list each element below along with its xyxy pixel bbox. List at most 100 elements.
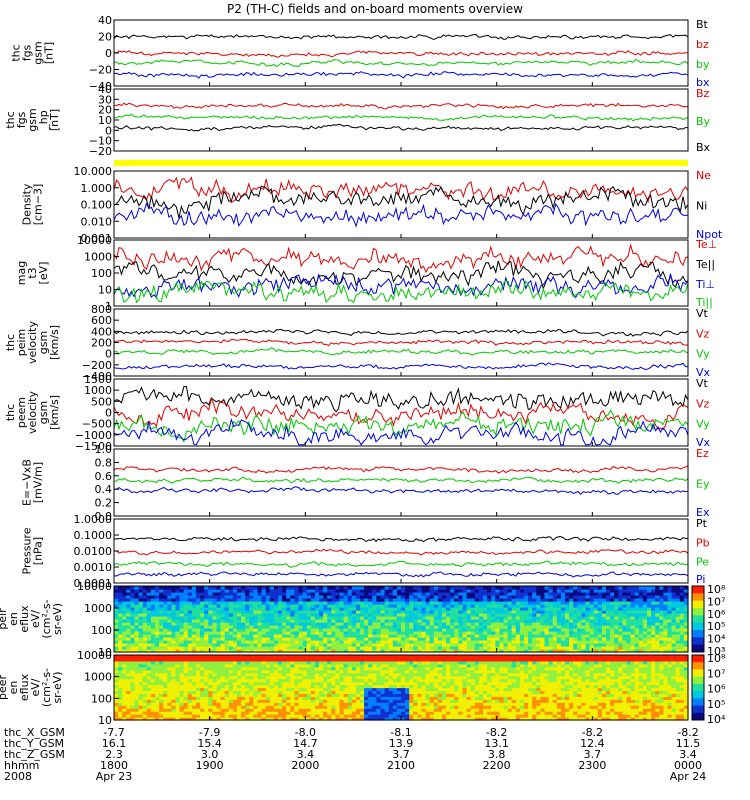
colorbar-segment (692, 593, 704, 602)
panel-frame (113, 518, 689, 584)
panel-peem: thcpeemvelocitygsm[km/s] (4, 378, 689, 447)
series-te-line (113, 260, 689, 290)
y-axis-label: thcpeemvelocitygsm[km/s] (4, 391, 61, 434)
colorbar-frame (691, 585, 705, 653)
x-axis-row-value: 0000 (674, 759, 702, 772)
panel-pressure: Pressure[nPa] (21, 518, 689, 584)
colorbar-segment (692, 705, 704, 714)
legend-label: Ex (696, 506, 710, 519)
legend-label: Ez (696, 447, 709, 460)
mode-bar (114, 160, 688, 166)
colorbar-segment (692, 676, 704, 685)
y-tick-label: −1000 (75, 429, 112, 442)
series-pi-line (113, 571, 689, 578)
y-axis-label: Pressure[nPa] (21, 527, 45, 574)
legend-label: Bz (696, 87, 710, 100)
series-pt-line (113, 536, 689, 543)
y-axis-label: thcpeerenefluxeV/(cm²-s-sr-eV) (0, 668, 64, 707)
colorbar-segment (692, 637, 704, 646)
y-tick-label: 20 (98, 31, 112, 44)
legend-label: Npot (696, 228, 723, 241)
panel-peim: thcpeimvelocitygsm[km/s] (4, 308, 689, 377)
legend-label: Vt (696, 307, 709, 320)
x-axis-row-value: 3.4 (679, 748, 697, 761)
y-tick-label: 0.8 (95, 456, 113, 469)
y-tick-label: 1 (105, 300, 112, 313)
legend-label: By (696, 115, 711, 128)
x-axis-row-value: -7.9 (199, 726, 220, 739)
x-axis-row-value: 3.7 (584, 748, 602, 761)
series-bz-line (113, 50, 689, 58)
y-tick-label: 0.2 (95, 497, 113, 510)
y-tick-label: 10000 (77, 580, 112, 593)
y-tick-label: 10 (98, 714, 112, 727)
y-axis-label: thcpeirenefluxeV/(cm²-s-sr-eV) (0, 599, 64, 638)
y-tick-label: 100 (91, 692, 112, 705)
colorbar-label: 10³ (707, 645, 725, 658)
y-tick-label: −40 (89, 80, 112, 93)
legend-label: Pb (696, 536, 710, 549)
colorbar-segment (692, 644, 704, 653)
y-tick-label: 0.100 (81, 199, 113, 212)
legend-label: Pe (696, 556, 709, 569)
panel-fgs: thcfgsgsm[nT] (10, 19, 689, 87)
y-tick-label: 0.4 (95, 483, 113, 496)
series-vz-line (113, 338, 689, 347)
y-tick-label: 500 (91, 395, 112, 408)
y-tick-label: 1.0 (95, 443, 113, 456)
y-tick-label: 40 (98, 83, 112, 96)
colorbar-segment (692, 608, 704, 616)
y-axis-label: Density[cm−3] (21, 183, 45, 225)
x-axis-row-value: 3.8 (488, 748, 506, 761)
legend-label: Vz (696, 397, 710, 410)
x-axis-row-value: 2300 (578, 759, 606, 772)
series-te-line (113, 243, 689, 274)
x-axis-row-label: thc_Y_GSM (4, 737, 64, 750)
colorbar-segment (692, 712, 704, 721)
series-bx-line (113, 71, 689, 79)
y-tick-label: −500 (82, 418, 112, 431)
series-pe-line (113, 560, 689, 568)
x-axis-row-value: 16.1 (102, 737, 127, 750)
y-tick-label: 100 (91, 624, 112, 637)
series-vt-line (113, 328, 689, 337)
colorbar-label: 10⁴ (707, 633, 726, 646)
y-tick-label: 0 (105, 47, 112, 60)
x-axis-row-value: 3.7 (392, 748, 410, 761)
x-axis-row-value: 13.1 (484, 737, 509, 750)
y-tick-label: 0.0100 (74, 545, 113, 558)
y-axis-label: thcfgsgsm_hp[nT] (4, 108, 61, 131)
colorbar-segment (692, 622, 704, 631)
colorbar-label: 10⁶ (707, 608, 726, 621)
legend-label: Vy (696, 348, 710, 361)
y-tick-label: 10 (98, 646, 112, 659)
colorbar-segment (692, 669, 704, 678)
y-tick-label: −20 (89, 145, 112, 158)
x-axis-row-value: 1800 (100, 759, 128, 772)
legend-label: by (696, 58, 710, 71)
y-tick-label: 1500 (84, 373, 112, 386)
legend-label: Ni (696, 200, 707, 213)
legend-label: bx (696, 76, 710, 89)
legend-label: Te⊥ (695, 238, 717, 251)
colorbar-frame (691, 654, 705, 721)
series-bz-line (113, 102, 689, 110)
x-axis-row-value: 3.0 (201, 748, 219, 761)
legend-label: Ey (696, 478, 710, 491)
legend-label: Vy (696, 418, 710, 431)
panel-frame (113, 448, 689, 517)
x-axis-row-value: 13.9 (389, 737, 414, 750)
series-vx-line (113, 417, 689, 446)
legend-label: Ti⊥ (695, 278, 715, 291)
y-tick-label: 100 (91, 267, 112, 280)
y-tick-label: 1.000 (81, 182, 113, 195)
panel-density: Density[cm−3] (21, 170, 689, 239)
y-tick-label: 200 (91, 337, 112, 350)
series-ni-line (113, 185, 689, 219)
legend-label: Vz (696, 327, 710, 340)
series-ti-line (113, 280, 689, 304)
legend-label: Bt (696, 18, 709, 31)
series-bt-line (113, 33, 689, 41)
y-tick-label: 40 (98, 14, 112, 27)
